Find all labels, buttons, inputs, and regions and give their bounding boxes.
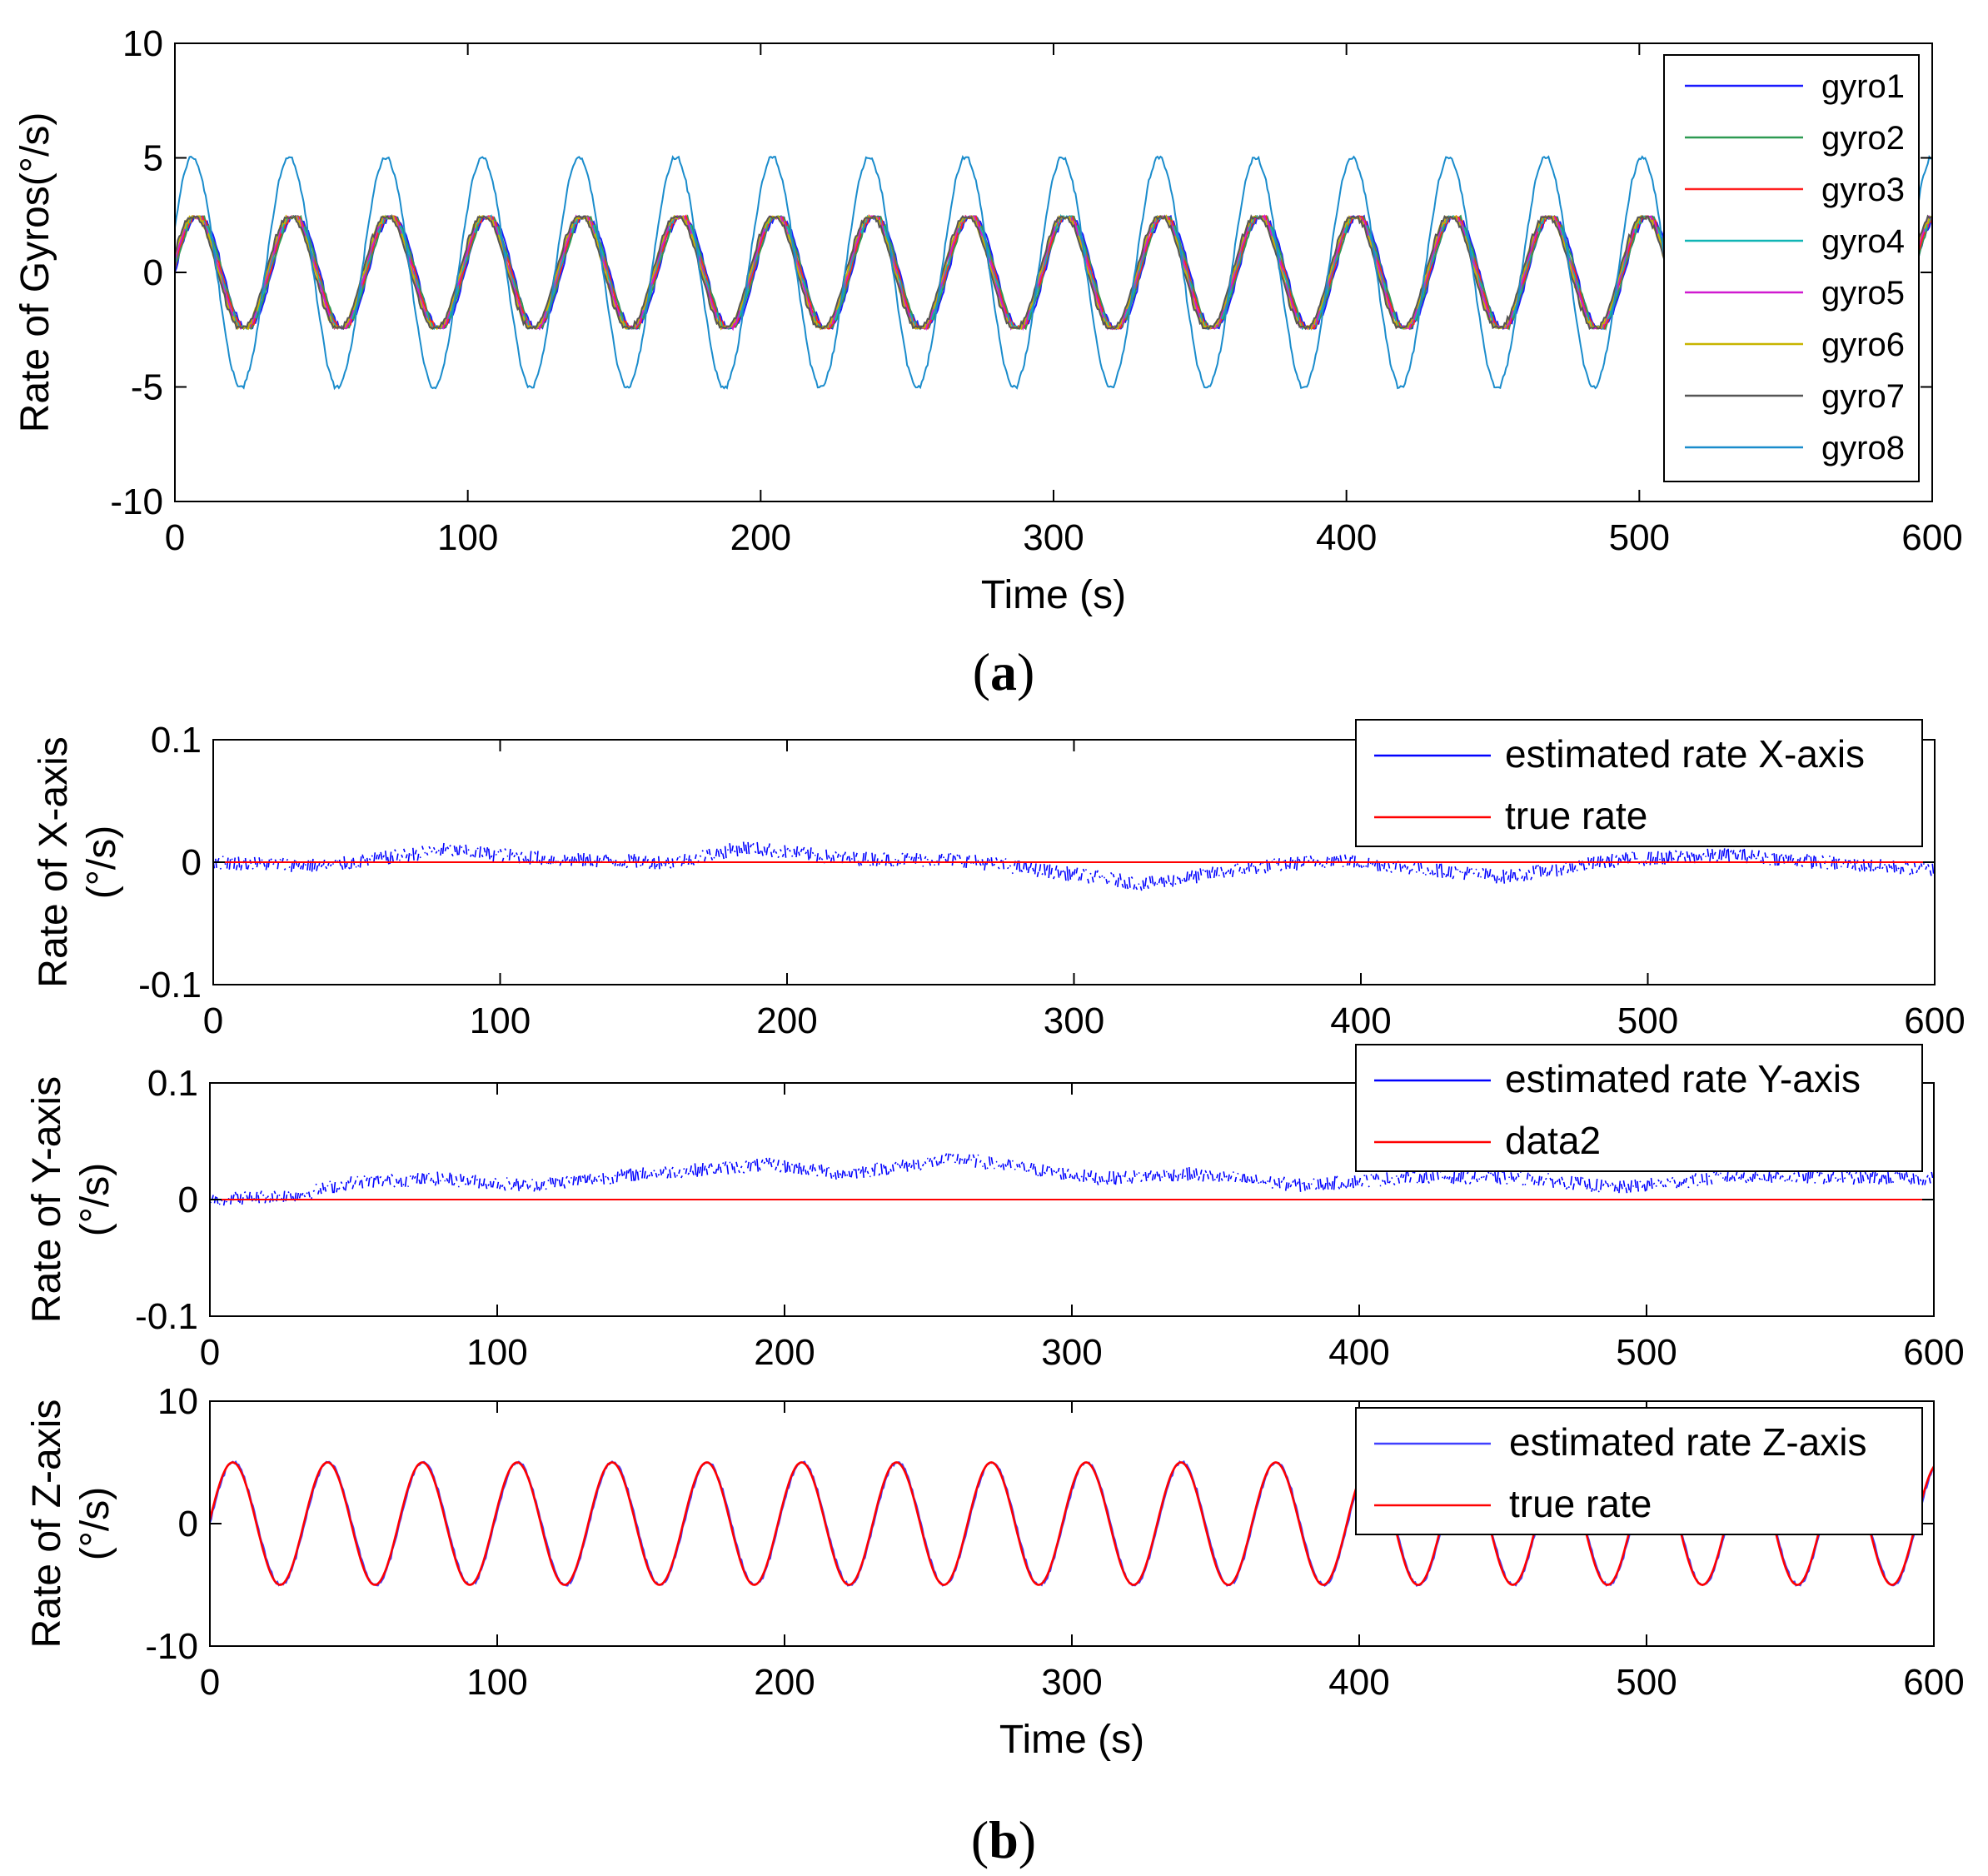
x-tick-label: 100 bbox=[437, 517, 498, 558]
series-group bbox=[175, 154, 1932, 391]
x-tick-label: 300 bbox=[1041, 1332, 1102, 1373]
x-tick-label: 500 bbox=[1616, 1662, 1677, 1703]
legend-entry: estimated rate Z-axis bbox=[1509, 1420, 1866, 1464]
x-tick-label: 600 bbox=[1903, 1662, 1964, 1703]
plot-area bbox=[175, 43, 1932, 501]
y-axis-label-unit: (°/s) bbox=[73, 1163, 117, 1237]
x-axis-label: Time (s) bbox=[981, 573, 1126, 617]
legend-entry: gyro8 bbox=[1821, 430, 1905, 467]
chart-gyros: 0 100 200 300 400 500 600 -10 -5 0 5 10 Rate of Gyro… bbox=[13, 23, 1963, 617]
legend-box bbox=[1355, 719, 1923, 847]
legend-box bbox=[1663, 54, 1920, 482]
legend-box bbox=[1355, 1044, 1923, 1172]
legend-entry: gyro2 bbox=[1821, 120, 1905, 157]
legend-entry: true rate bbox=[1505, 794, 1647, 837]
y-tick-label: 0.1 bbox=[147, 1063, 198, 1104]
x-tick-label: 200 bbox=[730, 517, 791, 558]
y-tick-label: -5 bbox=[131, 367, 163, 408]
legend-entry: gyro5 bbox=[1821, 275, 1905, 312]
x-tick-label: 600 bbox=[1903, 1332, 1964, 1373]
x-tick-label: 200 bbox=[756, 1000, 817, 1041]
legend: estimated rate Y-axis data2 bbox=[1355, 1044, 1923, 1172]
y-tick-label: 0 bbox=[182, 842, 202, 883]
x-tick-label: 400 bbox=[1328, 1662, 1389, 1703]
y-axis-label-unit: (°/s) bbox=[80, 826, 124, 900]
x-tick-label: 0 bbox=[200, 1332, 220, 1373]
series-line-gyro8 bbox=[175, 154, 1932, 391]
legend-entry: gyro6 bbox=[1821, 327, 1905, 363]
y-tick-label: 0 bbox=[143, 252, 163, 293]
legend: gyro1 gyro2 gyro3 gyro4 gyro5 gyro6 gyro7 gyro8 bbox=[1663, 54, 1920, 482]
y-axis-label: Rate of X-axis bbox=[32, 736, 76, 987]
x-tick-label: 100 bbox=[470, 1000, 531, 1041]
legend-entry: data2 bbox=[1505, 1119, 1601, 1162]
y-axis-label: Rate of Gyros(°/s) bbox=[13, 112, 57, 433]
y-tick-label: -0.1 bbox=[138, 965, 202, 1005]
y-axis-label-unit: (°/s) bbox=[73, 1487, 117, 1561]
x-tick-label: 400 bbox=[1330, 1000, 1391, 1041]
legend: estimated rate Z-axis true rate bbox=[1355, 1407, 1923, 1535]
x-tick-label: 500 bbox=[1609, 517, 1670, 558]
y-tick-label: 10 bbox=[122, 23, 163, 64]
y-axis-label: Rate of Z-axis bbox=[25, 1400, 69, 1649]
x-tick-label: 600 bbox=[1904, 1000, 1965, 1041]
legend-entry: true rate bbox=[1509, 1482, 1652, 1525]
y-tick-label: -10 bbox=[145, 1626, 198, 1667]
y-tick-label: 0.1 bbox=[151, 720, 202, 761]
x-tick-label: 0 bbox=[200, 1662, 220, 1703]
x-tick-label: 300 bbox=[1044, 1000, 1104, 1041]
y-tick-label: 0 bbox=[178, 1504, 198, 1544]
x-tick-label: 200 bbox=[754, 1332, 815, 1373]
x-tick-label: 600 bbox=[1901, 517, 1962, 558]
series-line-gyro7 bbox=[175, 213, 1932, 332]
x-tick-label: 0 bbox=[203, 1000, 223, 1041]
legend-entry: gyro7 bbox=[1821, 378, 1905, 415]
y-axis-label: Rate of Y-axis bbox=[25, 1076, 69, 1323]
x-tick-label: 200 bbox=[754, 1662, 815, 1703]
legend-entry: gyro1 bbox=[1821, 68, 1905, 105]
y-tick-label: 0 bbox=[178, 1180, 198, 1220]
legend-entry: gyro3 bbox=[1821, 172, 1905, 208]
panel-a-label: (a) bbox=[973, 642, 1035, 701]
legend-entry: estimated rate X-axis bbox=[1505, 732, 1865, 776]
legend-entry: gyro4 bbox=[1821, 223, 1905, 260]
x-tick-label: 500 bbox=[1616, 1332, 1677, 1373]
x-tick-label: 400 bbox=[1328, 1332, 1389, 1373]
y-tick-label: -0.1 bbox=[135, 1296, 198, 1337]
y-tick-label: 10 bbox=[157, 1381, 198, 1422]
legend-box bbox=[1355, 1407, 1923, 1535]
x-tick-label: 0 bbox=[165, 517, 185, 558]
y-tick-label: -10 bbox=[110, 481, 163, 522]
legend-entry: estimated rate Y-axis bbox=[1505, 1057, 1861, 1100]
x-tick-label: 300 bbox=[1041, 1662, 1102, 1703]
x-tick-label: 100 bbox=[466, 1332, 527, 1373]
x-axis-label: Time (s) bbox=[999, 1718, 1144, 1762]
x-tick-label: 300 bbox=[1023, 517, 1084, 558]
panel-b-label: (b) bbox=[971, 1810, 1036, 1869]
x-tick-label: 500 bbox=[1617, 1000, 1678, 1041]
y-tick-label: 5 bbox=[143, 138, 163, 179]
x-tick-label: 100 bbox=[466, 1662, 527, 1703]
legend: estimated rate X-axis true rate bbox=[1355, 719, 1923, 847]
x-tick-label: 400 bbox=[1316, 517, 1377, 558]
